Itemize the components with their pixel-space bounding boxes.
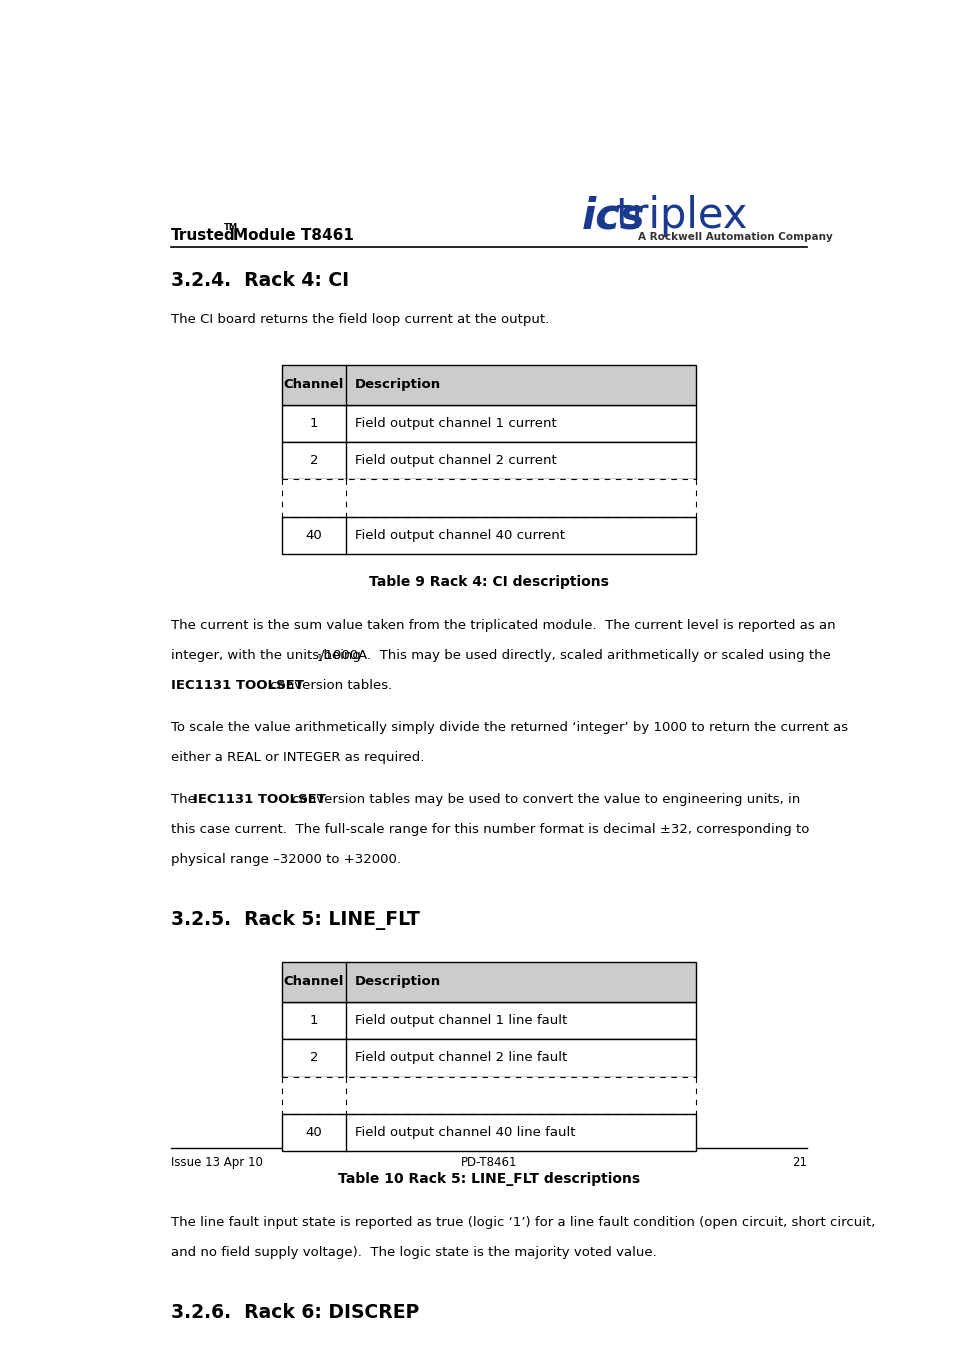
Text: Module T8461: Module T8461 xyxy=(233,228,354,243)
Text: IEC1131 TOOLSET: IEC1131 TOOLSET xyxy=(171,680,304,692)
Text: physical range –32000 to +32000.: physical range –32000 to +32000. xyxy=(171,852,400,866)
Text: 1: 1 xyxy=(310,416,318,430)
Text: 40: 40 xyxy=(305,1127,322,1139)
Text: /1000A.  This may be used directly, scaled arithmetically or scaled using the: /1000A. This may be used directly, scale… xyxy=(320,648,830,662)
Text: Field output channel 2 current: Field output channel 2 current xyxy=(355,454,557,467)
Text: Field output channel 1 current: Field output channel 1 current xyxy=(355,416,557,430)
FancyBboxPatch shape xyxy=(282,1077,696,1115)
Text: ics: ics xyxy=(580,196,644,238)
Text: Field output channel 40 current: Field output channel 40 current xyxy=(355,530,564,542)
Text: this case current.  The full-scale range for this number format is decimal ±32, : this case current. The full-scale range … xyxy=(171,823,808,836)
Text: either a REAL or INTEGER as required.: either a REAL or INTEGER as required. xyxy=(171,751,424,763)
FancyBboxPatch shape xyxy=(282,442,696,480)
Text: triplex: triplex xyxy=(616,196,748,238)
FancyBboxPatch shape xyxy=(282,962,696,1001)
Text: 3.2.4.  Rack 4: CI: 3.2.4. Rack 4: CI xyxy=(171,272,349,290)
Text: 3.2.6.  Rack 6: DISCREP: 3.2.6. Rack 6: DISCREP xyxy=(171,1304,418,1323)
Text: 1: 1 xyxy=(310,1013,318,1027)
Text: Table 10 Rack 5: LINE_FLT descriptions: Table 10 Rack 5: LINE_FLT descriptions xyxy=(337,1173,639,1186)
Text: conversion tables may be used to convert the value to engineering units, in: conversion tables may be used to convert… xyxy=(288,793,800,805)
Text: The CI board returns the field loop current at the output.: The CI board returns the field loop curr… xyxy=(171,313,549,326)
Text: The line fault input state is reported as true (logic ‘1’) for a line fault cond: The line fault input state is reported a… xyxy=(171,1216,875,1229)
Text: 21: 21 xyxy=(791,1155,806,1169)
Text: PD-T8461: PD-T8461 xyxy=(460,1155,517,1169)
Text: Description: Description xyxy=(355,378,440,392)
Text: Table 9 Rack 4: CI descriptions: Table 9 Rack 4: CI descriptions xyxy=(369,576,608,589)
Text: 1: 1 xyxy=(316,654,322,663)
Text: Field output channel 40 line fault: Field output channel 40 line fault xyxy=(355,1127,575,1139)
Text: Description: Description xyxy=(355,975,440,989)
Text: 40: 40 xyxy=(305,530,322,542)
Text: TM: TM xyxy=(224,223,238,232)
FancyBboxPatch shape xyxy=(282,480,696,517)
FancyBboxPatch shape xyxy=(282,404,696,442)
FancyBboxPatch shape xyxy=(282,1001,696,1039)
Text: 2: 2 xyxy=(310,1051,318,1065)
Text: and no field supply voltage).  The logic state is the majority voted value.: and no field supply voltage). The logic … xyxy=(171,1246,656,1259)
Text: The current is the sum value taken from the triplicated module.  The current lev: The current is the sum value taken from … xyxy=(171,619,835,632)
Text: 2: 2 xyxy=(310,454,318,467)
Text: 3.2.5.  Rack 5: LINE_FLT: 3.2.5. Rack 5: LINE_FLT xyxy=(171,911,419,929)
FancyBboxPatch shape xyxy=(282,365,696,404)
Text: Channel: Channel xyxy=(283,378,344,392)
FancyBboxPatch shape xyxy=(282,517,696,554)
FancyBboxPatch shape xyxy=(282,1039,696,1077)
FancyBboxPatch shape xyxy=(282,1115,696,1151)
Text: Issue 13 Apr 10: Issue 13 Apr 10 xyxy=(171,1155,263,1169)
Text: Field output channel 1 line fault: Field output channel 1 line fault xyxy=(355,1013,567,1027)
Text: IEC1131 TOOLSET: IEC1131 TOOLSET xyxy=(193,793,326,805)
Text: integer, with the units being: integer, with the units being xyxy=(171,648,365,662)
Text: The: The xyxy=(171,793,200,805)
Text: To scale the value arithmetically simply divide the returned ‘integer’ by 1000 t: To scale the value arithmetically simply… xyxy=(171,720,847,734)
Text: Trusted: Trusted xyxy=(171,228,235,243)
Text: conversion tables.: conversion tables. xyxy=(265,680,392,692)
Text: Channel: Channel xyxy=(283,975,344,989)
Text: A Rockwell Automation Company: A Rockwell Automation Company xyxy=(638,232,832,242)
Text: Field output channel 2 line fault: Field output channel 2 line fault xyxy=(355,1051,567,1065)
